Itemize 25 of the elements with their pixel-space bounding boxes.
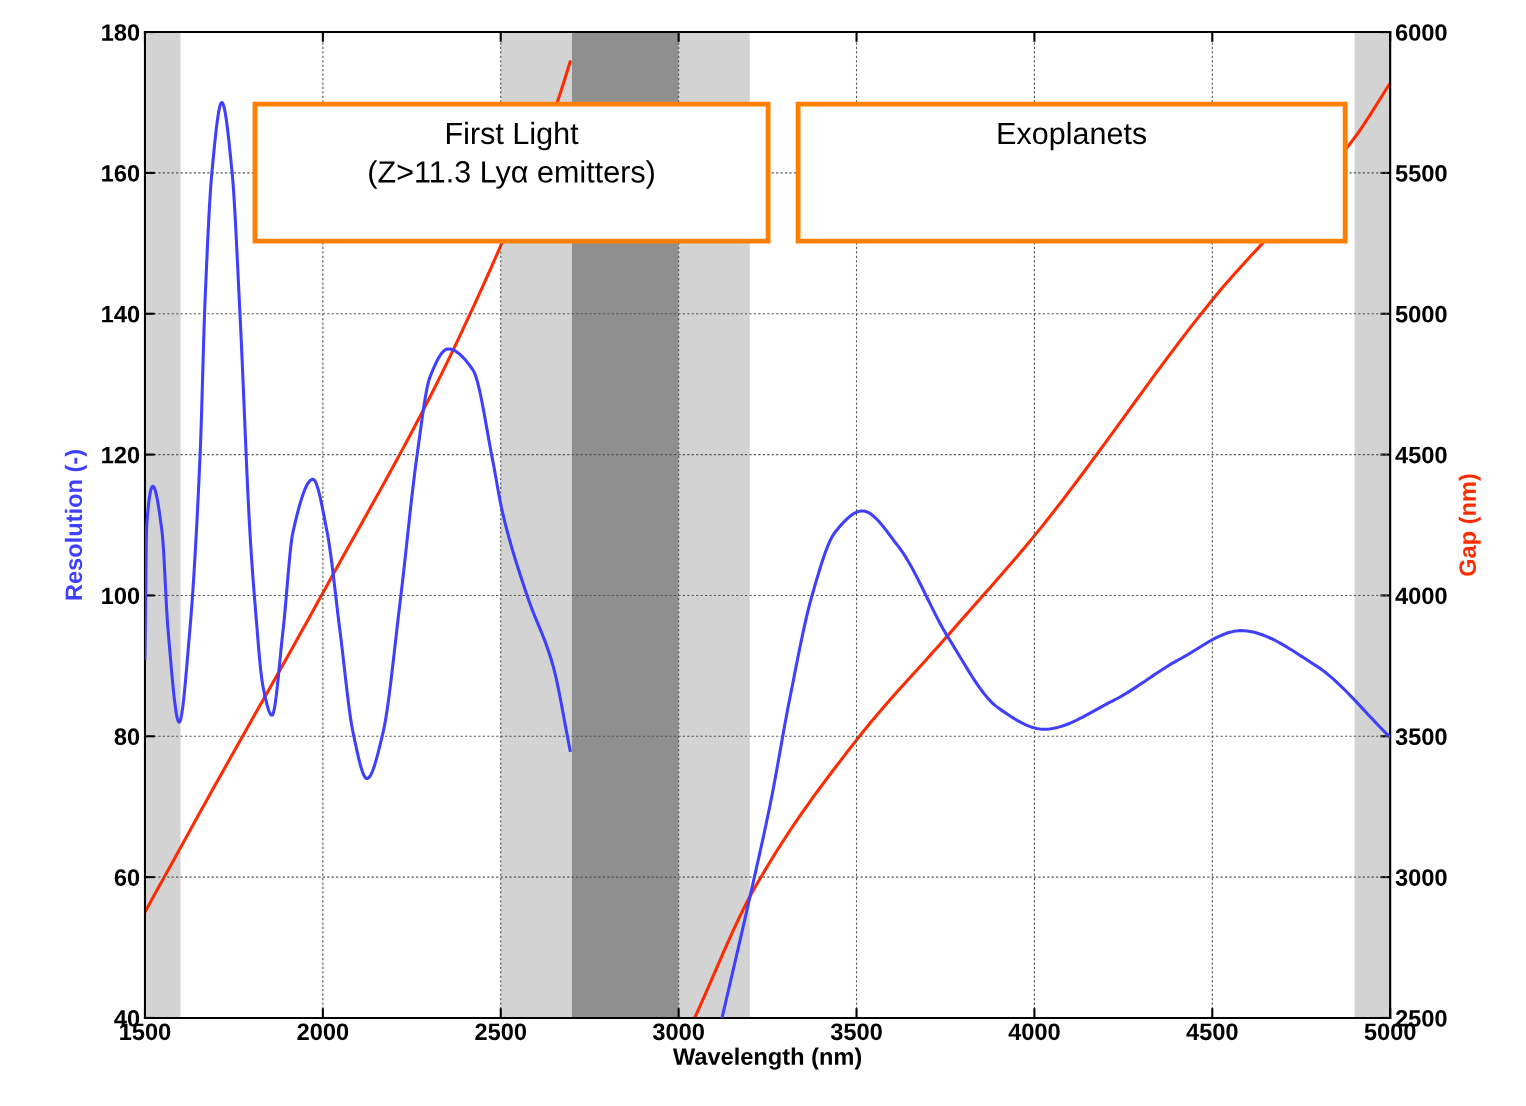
x-tick-label: 4500 bbox=[1186, 1023, 1238, 1041]
y-tick-label: 60 bbox=[114, 869, 140, 886]
y2-tick-label: 3500 bbox=[1395, 728, 1447, 746]
y2-tick-label: 3000 bbox=[1395, 869, 1447, 886]
x-tick-label: 2000 bbox=[297, 1023, 349, 1041]
y-tick-label: 180 bbox=[102, 24, 140, 41]
annotation: First Light (Z>11.3 Lyα emitters) bbox=[369, 121, 654, 189]
y2-axis-title: Gap (nm) bbox=[1458, 474, 1481, 576]
y-tick-label: 140 bbox=[102, 305, 140, 323]
x-tick-label: 3000 bbox=[652, 1023, 704, 1041]
x-tick-label: 3500 bbox=[830, 1023, 882, 1041]
y-tick-label: 120 bbox=[102, 446, 140, 464]
y2-tick-label: 5500 bbox=[1395, 164, 1447, 182]
y2-tick-label: 4000 bbox=[1395, 587, 1447, 605]
annotation: Exoplanets bbox=[998, 121, 1147, 151]
y2-tick-label: 6000 bbox=[1395, 24, 1447, 41]
y2-tick-label: 4500 bbox=[1395, 446, 1447, 464]
y-tick-label: 160 bbox=[102, 164, 140, 182]
y-tick-label: 80 bbox=[114, 728, 140, 746]
y-tick-label: 100 bbox=[102, 587, 140, 605]
y-axis-title: Resolution (-) bbox=[64, 450, 87, 600]
x-tick-label: 4000 bbox=[1008, 1023, 1060, 1041]
y2-tick-label: 5000 bbox=[1395, 305, 1447, 323]
x-axis-title: Wavelength (nm) bbox=[672, 1047, 862, 1070]
x-tick-label: 2500 bbox=[475, 1023, 527, 1041]
